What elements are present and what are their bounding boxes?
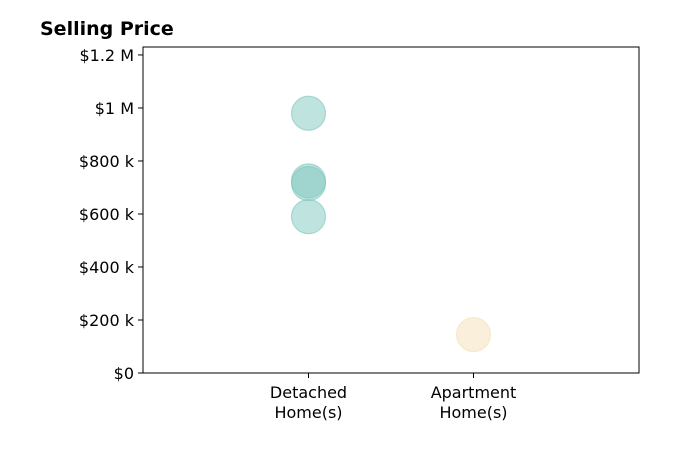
y-tick-label: $400 k	[79, 258, 135, 277]
x-tick-label: Apartment	[431, 383, 517, 402]
y-tick-label: $600 k	[79, 205, 135, 224]
y-tick-label: $0	[114, 364, 134, 383]
data-point	[290, 95, 327, 131]
chart-title: Selling Price	[40, 18, 174, 40]
plot-frame	[142, 46, 640, 374]
data-point	[455, 316, 492, 353]
y-tick-label: $800 k	[79, 152, 135, 171]
x-tick-label: Home(s)	[274, 403, 342, 422]
x-tick-label: Home(s)	[439, 403, 507, 422]
plot-area: $0 $200 k $400 k $600 k $800 k $1 M $1.2 M Deta…	[79, 46, 640, 422]
y-tick-label: $1.2 M	[79, 46, 134, 65]
data-point	[290, 165, 327, 202]
y-tick-label: $1 M	[95, 99, 134, 118]
data-point	[290, 199, 327, 235]
y-tick-label: $200 k	[79, 311, 135, 330]
x-tick-label: Detached	[270, 383, 347, 402]
